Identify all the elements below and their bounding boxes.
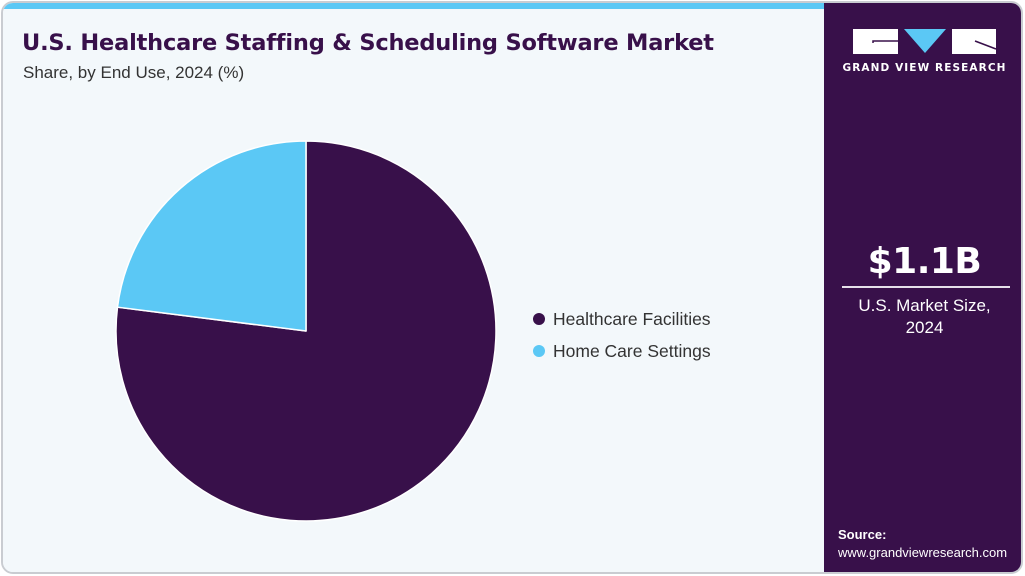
divider: [842, 286, 1010, 288]
legend-item-healthcare-facilities: Healthcare Facilities: [533, 303, 711, 335]
pie-slice-healthcare-facilities: [115, 140, 497, 522]
gvr-logo-icon: [853, 29, 997, 54]
chart-subtitle: Share, by End Use, 2024 (%): [23, 63, 245, 82]
legend-item-home-care-settings: Home Care Settings: [533, 335, 711, 367]
brand-name: GRAND VIEW RESEARCH: [842, 62, 1007, 74]
market-size-label-line2: 2024: [905, 318, 944, 337]
pie-chart: [115, 140, 497, 522]
market-size-label: U.S. Market Size, 2024: [824, 295, 1021, 339]
source-title: Source:: [838, 527, 887, 542]
legend-dot-icon: [533, 313, 545, 325]
source-url: www.grandviewresearch.com: [838, 545, 1008, 560]
market-size-label-line1: U.S. Market Size,: [858, 296, 991, 315]
info-panel: GRAND VIEW RESEARCH $1.1B U.S. Market Si…: [824, 3, 1021, 572]
market-size-value: $1.1B: [867, 241, 982, 282]
legend: Healthcare Facilities Home Care Settings: [533, 303, 711, 367]
legend-dot-icon: [533, 345, 545, 357]
legend-label: Home Care Settings: [553, 340, 711, 361]
chart-title: U.S. Healthcare Staffing & Scheduling So…: [22, 30, 714, 56]
accent-bar: [3, 3, 824, 9]
legend-label: Healthcare Facilities: [553, 308, 711, 329]
chart-area: U.S. Healthcare Staffing & Scheduling So…: [3, 3, 824, 572]
pie-slice-home-care-settings: [116, 140, 307, 332]
